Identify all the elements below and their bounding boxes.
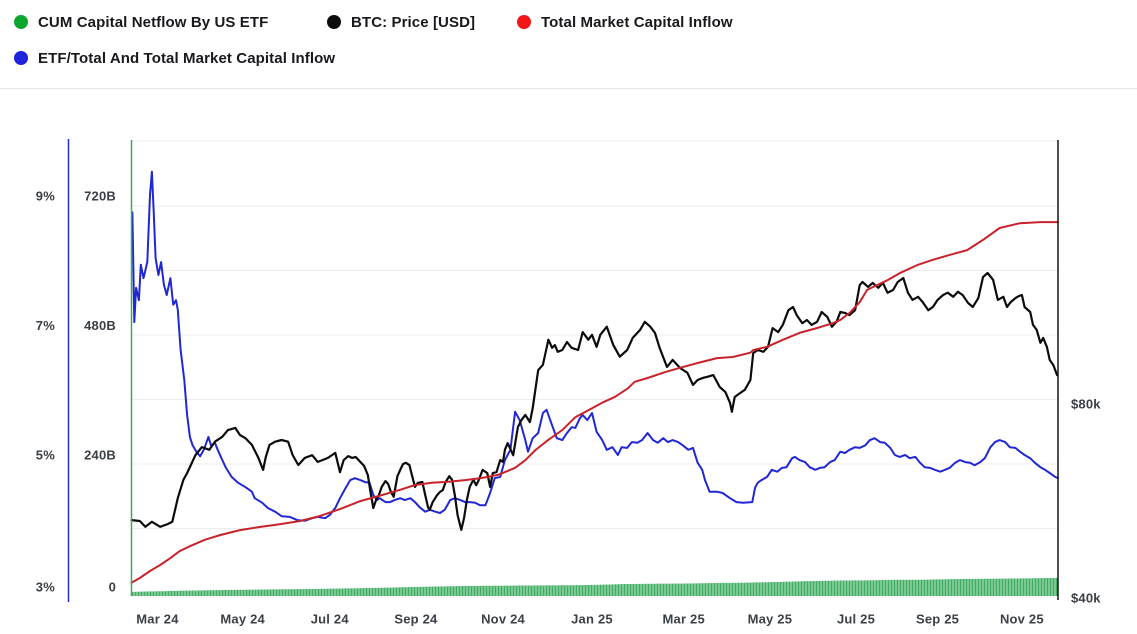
axis-tick-labels: 9% 7% 5% 3% 720B 480B 240B 0 $80k $40k Mar 24 May 2…	[36, 189, 1101, 627]
svg-text:720B: 720B	[84, 189, 116, 204]
svg-text:240B: 240B	[84, 448, 116, 463]
legend-item-etf-total-ratio[interactable]: ETF/Total And Total Market Capital Inflo…	[14, 44, 335, 72]
svg-text:Sep 24: Sep 24	[394, 612, 438, 627]
legend-item-btc-price[interactable]: BTC: Price [USD]	[327, 8, 475, 36]
svg-text:9%: 9%	[36, 189, 55, 204]
legend-label-total-market-inflow: Total Market Capital Inflow	[541, 13, 733, 31]
svg-text:Mar 24: Mar 24	[136, 612, 179, 627]
svg-text:Jul 24: Jul 24	[311, 612, 350, 627]
svg-text:Mar 25: Mar 25	[662, 612, 704, 627]
svg-text:Jan 25: Jan 25	[571, 612, 613, 627]
series-billions	[130, 221, 1059, 584]
svg-text:3%: 3%	[36, 580, 55, 595]
legend-label-cum-capital-netflow: CUM Capital Netflow By US ETF	[38, 13, 269, 31]
series-cum-netflow-bars	[131, 577, 1059, 597]
axis-lines	[67, 139, 1059, 602]
svg-text:480B: 480B	[84, 318, 116, 333]
legend-item-cum-capital-netflow[interactable]: CUM Capital Netflow By US ETF	[14, 8, 268, 36]
svg-text:$80k: $80k	[1071, 397, 1101, 412]
svg-text:0: 0	[109, 580, 116, 595]
svg-text:$40k: $40k	[1071, 591, 1101, 606]
svg-text:May 25: May 25	[748, 612, 793, 627]
black-series-dot-icon	[327, 15, 341, 29]
legend-label-etf-total-ratio: ETF/Total And Total Market Capital Inflo…	[38, 49, 336, 67]
green-series-dot-icon	[14, 15, 28, 29]
svg-text:Jul 25: Jul 25	[837, 612, 875, 627]
svg-text:7%: 7%	[36, 318, 55, 333]
svg-text:May 24: May 24	[220, 612, 265, 627]
svg-text:5%: 5%	[36, 448, 55, 463]
blue-series-dot-icon	[14, 51, 28, 65]
svg-text:Nov 24: Nov 24	[481, 612, 525, 627]
legend-item-total-market-inflow[interactable]: Total Market Capital Inflow	[517, 8, 733, 36]
legend-label-btc-price: BTC: Price [USD]	[351, 13, 476, 31]
series-usd_thousands	[130, 271, 1059, 531]
svg-text:Sep 25: Sep 25	[916, 612, 959, 627]
svg-text:Nov 25: Nov 25	[1000, 612, 1044, 627]
red-series-dot-icon	[517, 15, 531, 29]
series-percent	[131, 170, 1059, 522]
legend-divider	[0, 88, 1137, 89]
